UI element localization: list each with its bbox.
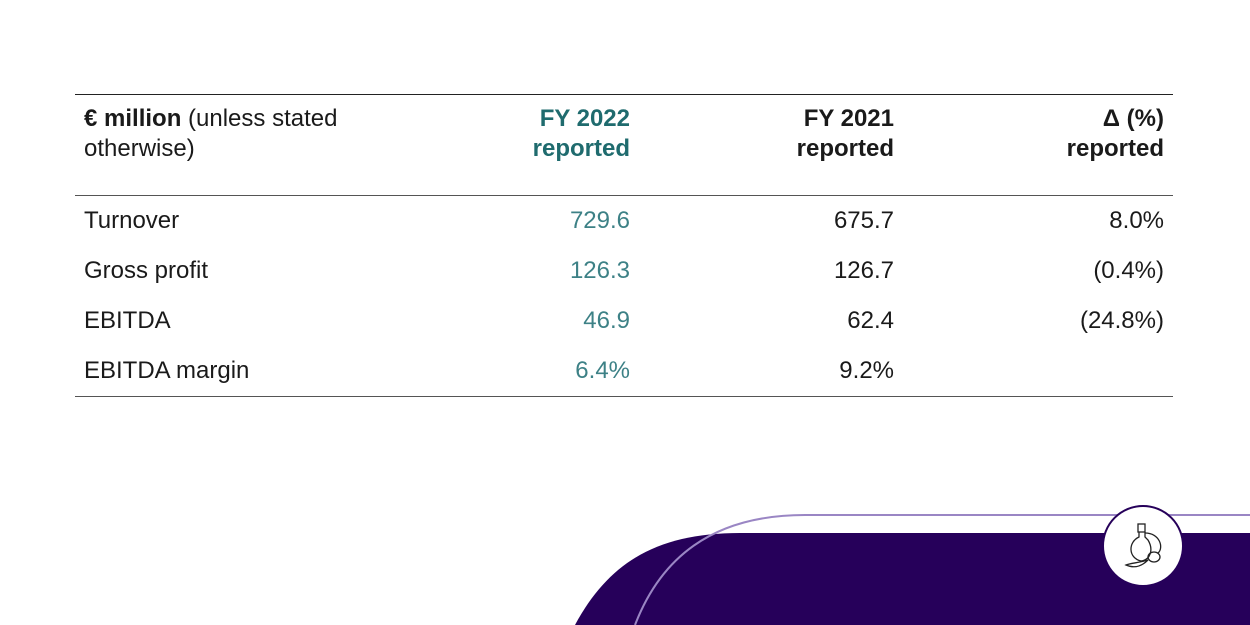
table-row: Gross profit 126.3 126.7 (0.4%) (75, 246, 1173, 296)
financial-table: € million (unless stated otherwise) FY 2… (75, 94, 1173, 397)
col-delta-header: Δ (%) reported (1066, 105, 1164, 162)
unit-note: (unless stated otherwise) (84, 105, 338, 162)
fy2022-value: 126.3 (569, 257, 630, 284)
unit-header: € million (unless stated otherwise) (84, 104, 384, 164)
row-label: EBITDA margin (84, 357, 250, 384)
col-fy2021-header: FY 2021 reported (796, 105, 894, 162)
fy2021-value: 62.4 (847, 307, 894, 334)
purple-band (575, 533, 1250, 625)
perfume-bottle-icon (1124, 523, 1162, 568)
delta-value: 8.0% (1109, 207, 1164, 234)
lavender-arc-line (634, 514, 1250, 625)
table-header: € million (unless stated otherwise) FY 2… (75, 94, 1173, 196)
icon-badge (1102, 505, 1184, 587)
delta-value: (24.8%) (1079, 307, 1164, 334)
fy2022-value: 6.4% (575, 357, 630, 384)
col-fy2022-header: FY 2022 reported (532, 105, 630, 162)
row-label: Gross profit (84, 257, 209, 284)
fy2022-value: 46.9 (583, 307, 630, 334)
fy2022-value: 729.6 (569, 207, 630, 234)
delta-value: (0.4%) (1093, 257, 1164, 284)
table-row: EBITDA 46.9 62.4 (24.8%) (75, 296, 1173, 346)
fy2021-value: 126.7 (833, 257, 894, 284)
row-label: EBITDA (84, 307, 171, 334)
fy2021-value: 9.2% (839, 357, 894, 384)
table-body: Turnover 729.6 675.7 8.0% Gross profit 126.3… (75, 196, 1173, 397)
row-label: Turnover (84, 207, 180, 234)
table-row: Turnover 729.6 675.7 8.0% (75, 196, 1173, 246)
fy2021-value: 675.7 (833, 207, 894, 234)
unit-label: € million (84, 105, 182, 132)
table-row: EBITDA margin 6.4% 9.2% (75, 346, 1173, 396)
